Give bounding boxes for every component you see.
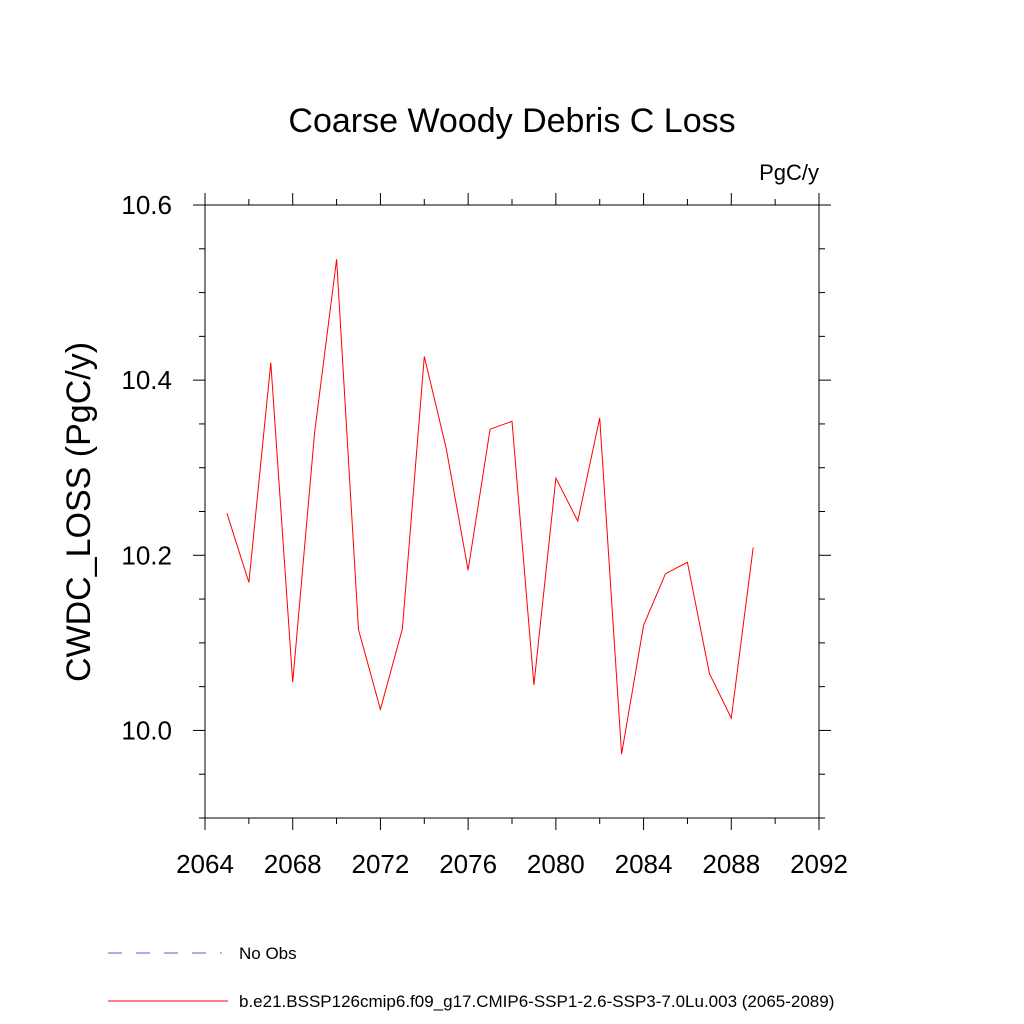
x-tick-label: 2064 bbox=[176, 849, 234, 879]
x-tick-label: 2092 bbox=[790, 849, 848, 879]
units-label: PgC/y bbox=[759, 160, 819, 185]
x-tick-label: 2080 bbox=[527, 849, 585, 879]
plot-frame bbox=[204, 204, 820, 819]
y-tick-label: 10.2 bbox=[121, 540, 172, 570]
chart-title: Coarse Woody Debris C Loss bbox=[288, 102, 735, 140]
y-tick-label: 10.6 bbox=[121, 190, 172, 220]
x-tick-label: 2084 bbox=[615, 849, 673, 879]
legend: No Obs b.e21.BSSP126cmip6.f09_g17.CMIP6-… bbox=[108, 944, 834, 1011]
axis-ticks bbox=[193, 193, 831, 830]
x-tick-label: 2088 bbox=[702, 849, 760, 879]
x-tick-label: 2072 bbox=[352, 849, 410, 879]
series-lines bbox=[226, 259, 754, 755]
x-tick-label: 2068 bbox=[264, 849, 322, 879]
series-line bbox=[226, 259, 754, 755]
y-tick-label: 10.0 bbox=[121, 715, 172, 745]
legend-label-no-obs: No Obs bbox=[239, 944, 297, 963]
y-tick-label: 10.4 bbox=[121, 365, 172, 395]
y-axis-label: CWDC_LOSS (PgC/y) bbox=[60, 342, 98, 682]
x-tick-label: 2076 bbox=[439, 849, 497, 879]
axis-tick-labels: 2064 2068 2072 2076 2080 2084 2088 2092 10.0 10.2… bbox=[121, 190, 848, 879]
legend-label-model: b.e21.BSSP126cmip6.f09_g17.CMIP6-SSP1-2.… bbox=[239, 992, 834, 1011]
